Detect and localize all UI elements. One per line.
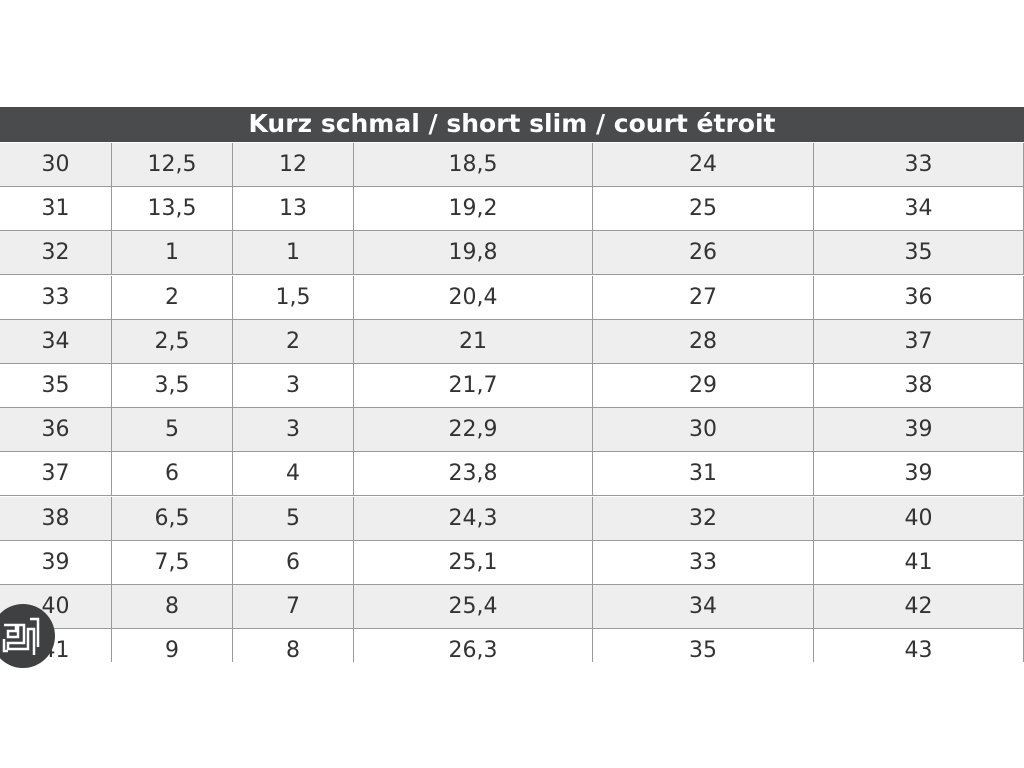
table-cell: 6: [233, 540, 354, 585]
table-cell: 7: [233, 585, 354, 629]
table-cell: 41: [814, 540, 1024, 585]
table-cell: 4: [233, 452, 354, 497]
table-cell: 32: [593, 496, 814, 541]
row-background: [0, 585, 1024, 629]
table-cell: 1: [233, 231, 354, 276]
table-cell: 30: [0, 143, 112, 187]
table-cell: 25: [593, 187, 814, 232]
table-cell: 3: [233, 364, 354, 408]
table-cell: 34: [0, 319, 112, 364]
table-cell: 31: [0, 187, 112, 232]
table-cell: 36: [814, 275, 1024, 320]
table-cell: 27: [593, 275, 814, 320]
table-cell: 23,8: [354, 452, 593, 497]
table-cell: 18,5: [354, 143, 593, 187]
table-cell: 33: [593, 540, 814, 585]
table-cell: 2,5: [112, 319, 233, 364]
table-cell: 1,5: [233, 275, 354, 320]
table-cell: 33: [0, 275, 112, 320]
table-cell: 7,5: [112, 540, 233, 585]
table-cell: 3,5: [112, 364, 233, 408]
table-cell: 26,3: [354, 629, 593, 662]
table-cell: 42: [814, 585, 1024, 629]
table-cell: 28: [593, 319, 814, 364]
table-cell: 19,2: [354, 187, 593, 232]
table-cell: 29: [593, 364, 814, 408]
table-cell: 43: [814, 629, 1024, 662]
table-cell: 9: [112, 629, 233, 662]
table-cell: 25,4: [354, 585, 593, 629]
row-background: [0, 629, 1024, 662]
app-icon[interactable]: [0, 603, 56, 669]
row-background: [0, 231, 1024, 276]
table-cell: 40: [814, 496, 1024, 541]
table-cell: 21,7: [354, 364, 593, 408]
row-background: [0, 452, 1024, 497]
table-cell: 5: [233, 496, 354, 541]
table-cell: 37: [0, 452, 112, 497]
table-cell: 34: [593, 585, 814, 629]
table-cell: 22,9: [354, 408, 593, 453]
row-background: [0, 408, 1024, 453]
table-cell: 2: [233, 319, 354, 364]
row-background: [0, 319, 1024, 364]
table-cell: 13,5: [112, 187, 233, 232]
table-cell: 36: [0, 408, 112, 453]
table-cell: 8: [112, 585, 233, 629]
table-cell: 39: [814, 408, 1024, 453]
table-cell: 30: [593, 408, 814, 453]
table-cell: 24: [593, 143, 814, 187]
table-cell: 1: [112, 231, 233, 276]
table-cell: 33: [814, 143, 1024, 187]
table-title: Kurz schmal / short slim / court étroit: [0, 107, 1024, 142]
table-cell: 39: [0, 540, 112, 585]
table-cell: 39: [814, 452, 1024, 497]
table-cell: 19,8: [354, 231, 593, 276]
table-cell: 6: [112, 452, 233, 497]
table-cell: 31: [593, 452, 814, 497]
table-cell: 6,5: [112, 496, 233, 541]
table-cell: 38: [0, 496, 112, 541]
row-background: [0, 143, 1024, 187]
table-cell: 25,1: [354, 540, 593, 585]
table-cell: 12: [233, 143, 354, 187]
table-cell: 13: [233, 187, 354, 232]
size-table: Kurz schmal / short slim / court étroit …: [0, 107, 1024, 662]
table-cell: 34: [814, 187, 1024, 232]
table-cell: 37: [814, 319, 1024, 364]
row-background: [0, 496, 1024, 541]
table-cell: 26: [593, 231, 814, 276]
table-cell: 12,5: [112, 143, 233, 187]
row-background: [0, 364, 1024, 408]
table-cell: 35: [593, 629, 814, 662]
table-cell: 38: [814, 364, 1024, 408]
table-cell: 35: [0, 364, 112, 408]
table-cell: 8: [233, 629, 354, 662]
table-cell: 24,3: [354, 496, 593, 541]
table-cell: 21: [354, 319, 593, 364]
row-background: [0, 540, 1024, 585]
table-cell: 35: [814, 231, 1024, 276]
row-background: [0, 275, 1024, 320]
row-background: [0, 187, 1024, 232]
table-cell: 20,4: [354, 275, 593, 320]
table-cell: 32: [0, 231, 112, 276]
table-cell: 5: [112, 408, 233, 453]
table-cell: 2: [112, 275, 233, 320]
table-cell: 3: [233, 408, 354, 453]
